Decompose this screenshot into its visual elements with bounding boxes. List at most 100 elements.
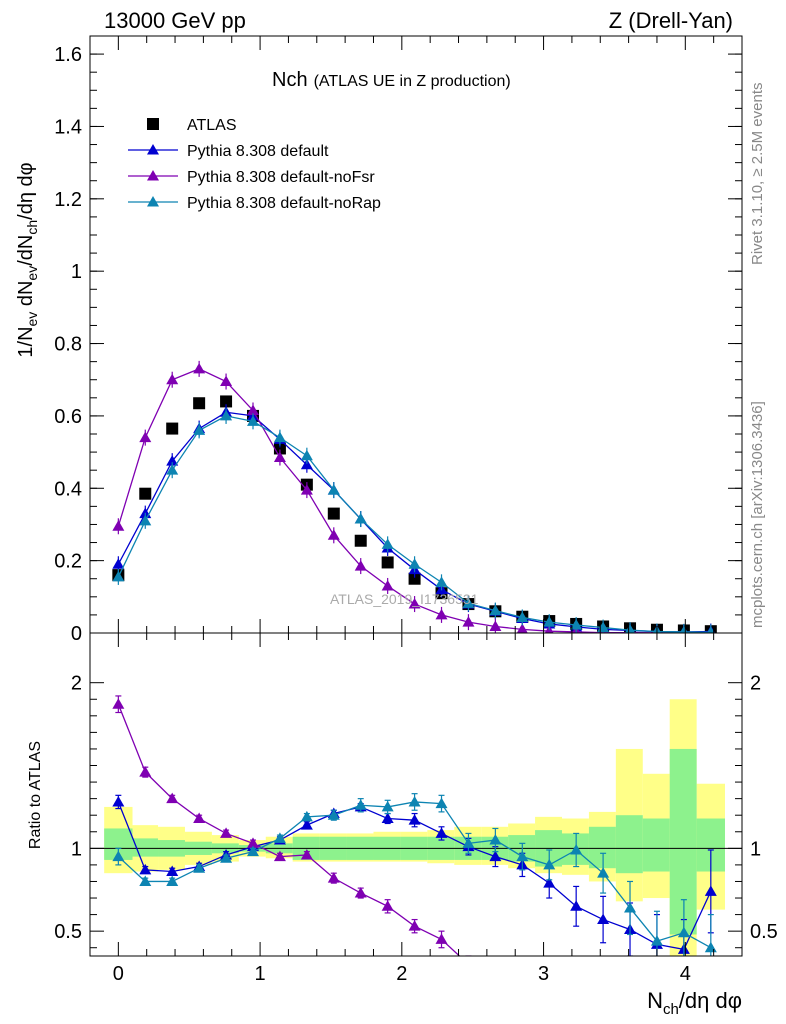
noFsr-ratio-point xyxy=(570,988,582,999)
noRap-data-point xyxy=(408,558,421,569)
legend-marker-noFsr xyxy=(147,170,159,181)
noFsr-ratio-point xyxy=(489,967,501,978)
noRap-data-point xyxy=(489,604,502,616)
y-tick-label: 0.4 xyxy=(54,478,82,500)
noRap-ratio-point xyxy=(112,850,125,862)
noRap-data-point xyxy=(679,625,688,633)
atlas-data-point xyxy=(381,556,394,569)
noRap-ratio-point xyxy=(408,795,421,807)
atlas-data-point xyxy=(327,507,340,520)
legend-label-default: Pythia 8.308 default xyxy=(187,143,329,160)
noFsr-ratio-point xyxy=(220,827,233,838)
main-title: Nch (ATLAS UE in Z production) xyxy=(272,69,511,91)
noFsr-data-point xyxy=(166,373,179,385)
default-data-point xyxy=(166,455,179,466)
noRap-data-point xyxy=(166,464,179,475)
noRap-ratio-point xyxy=(300,810,313,822)
noRap-ratio-point xyxy=(327,809,340,820)
noFsr-ratio-point xyxy=(166,792,179,804)
noRap-data-point xyxy=(139,514,152,526)
noRap-ratio-point xyxy=(220,852,233,863)
uncertainty-band-inner xyxy=(615,815,643,874)
y-tick-label: 0.2 xyxy=(54,551,82,573)
noRap-data-point xyxy=(570,619,583,630)
default-ratio-point xyxy=(408,814,421,825)
noFsr-ratio-point xyxy=(624,998,636,1009)
noFsr-data-point xyxy=(193,362,206,374)
y-tick-label: 1.2 xyxy=(54,189,82,211)
noRap-ratio-point xyxy=(354,799,367,810)
default-ratio-point xyxy=(489,850,502,862)
atlas-data-point xyxy=(408,572,421,585)
noRap-data-point xyxy=(435,576,448,587)
x-tick-label: 1 xyxy=(255,963,266,985)
y-tick-label: 0 xyxy=(71,623,82,645)
y-tick-label: 0.8 xyxy=(54,334,82,356)
uncertainty-band-inner xyxy=(642,818,670,872)
noFsr-data-point xyxy=(516,623,528,633)
noFsr-data-point xyxy=(139,431,152,443)
noRap-ratio-point xyxy=(193,862,206,873)
noRap-ratio-point xyxy=(489,834,502,845)
default-ratio-point xyxy=(543,877,556,888)
default-ratio-point xyxy=(570,900,583,911)
legend-label-atlas: ATLAS xyxy=(187,117,237,134)
noFsr-ratio-point xyxy=(354,887,367,898)
ratio-y-axis-title: Ratio to ATLAS xyxy=(27,741,44,849)
noRap-data-point xyxy=(273,431,286,443)
x-tick-label: 4 xyxy=(680,963,691,985)
default-ratio-point xyxy=(597,913,610,925)
main-y-axis-title: 1/Nev dNev/dNch/dη dφ xyxy=(15,162,40,357)
noRap-ratio-point xyxy=(677,926,690,938)
noRap-data-point xyxy=(300,449,313,461)
process-label: Z (Drell-Yan) xyxy=(609,8,733,33)
legend: ATLAS Pythia 8.308 default Pythia 8.308 de… xyxy=(128,117,381,212)
noRap-ratio-point xyxy=(247,845,259,857)
noFsr-ratio-point xyxy=(327,872,340,883)
noFsr-ratio-point xyxy=(193,812,206,824)
mcplots-label: mcplots.cern.ch [arXiv:1306.3436] xyxy=(749,401,766,628)
uncertainty-band-inner xyxy=(669,748,697,935)
x-axis-title: Nch/dη dφ xyxy=(647,988,742,1018)
energy-label: 13000 GeV pp xyxy=(104,8,246,33)
atlas-data-point xyxy=(193,397,206,410)
noFsr-data-point xyxy=(247,404,259,415)
noRap-data-point xyxy=(220,409,233,421)
legend-marker-atlas xyxy=(147,118,159,130)
noRap-ratio-point xyxy=(166,875,179,886)
noRap-data-point xyxy=(462,597,475,608)
noRap-ratio-point xyxy=(624,901,637,913)
default-ratio-point xyxy=(704,885,717,896)
noFsr-ratio-point xyxy=(381,900,394,911)
x-tick-label: 0 xyxy=(113,963,124,985)
noFsr-data-point xyxy=(381,579,394,591)
default-ratio-point xyxy=(381,812,394,824)
noFsr-data-point xyxy=(408,598,421,609)
ratio-y-tick-label: 1 xyxy=(71,838,82,860)
noRap-ratio-point xyxy=(543,858,556,870)
noRap-ratio-point xyxy=(570,843,583,855)
ratio-y-tick-label-right: 2 xyxy=(750,673,761,695)
atlas-data-point xyxy=(139,487,152,500)
noRap-data-point xyxy=(327,484,340,495)
legend-label-noRap: Pythia 8.308 default-noRap xyxy=(187,195,381,212)
noFsr-ratio-point xyxy=(247,837,259,848)
noFsr-ratio-point xyxy=(435,933,448,944)
atlas-data-point xyxy=(166,422,179,435)
noFsr-ratio-point xyxy=(300,848,313,860)
uncertainty-band-inner xyxy=(588,826,616,869)
noRap-data-point xyxy=(354,513,367,524)
ratio-y-tick-label-right: 1 xyxy=(750,838,761,860)
noRap-ratio-point xyxy=(462,837,475,848)
watermark-label: ATLAS_2019_I1736531 xyxy=(330,591,479,607)
noRap-ratio-point xyxy=(273,832,286,843)
noFsr-data-point xyxy=(489,620,502,631)
atlas-data-point xyxy=(220,395,233,408)
noRap-ratio-point xyxy=(597,867,610,878)
atlas-data-point xyxy=(354,534,367,547)
noFsr-ratio-point xyxy=(597,995,609,1006)
y-tick-label: 1.6 xyxy=(54,44,82,66)
default-ratio-point xyxy=(300,819,313,830)
noRap-data-point xyxy=(381,538,394,549)
